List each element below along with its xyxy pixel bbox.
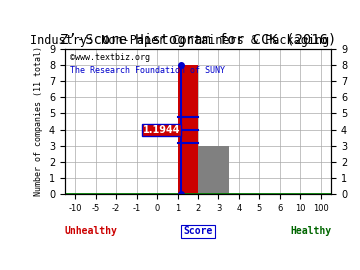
Bar xyxy=(177,65,198,194)
Text: ©www.textbiz.org: ©www.textbiz.org xyxy=(70,53,150,62)
Text: The Research Foundation of SUNY: The Research Foundation of SUNY xyxy=(70,66,225,75)
Text: Healthy: Healthy xyxy=(290,227,331,237)
Text: 1.1944: 1.1944 xyxy=(143,124,180,135)
Text: Unhealthy: Unhealthy xyxy=(65,227,118,237)
Y-axis label: Number of companies (11 total): Number of companies (11 total) xyxy=(34,46,43,197)
Title: Z’-Score Histogram for CCK (2016): Z’-Score Histogram for CCK (2016) xyxy=(60,33,336,48)
Bar xyxy=(198,146,229,194)
Text: Score: Score xyxy=(183,227,213,237)
Text: Industry: Non-Paper Containers & Packaging: Industry: Non-Paper Containers & Packagi… xyxy=(30,34,330,47)
